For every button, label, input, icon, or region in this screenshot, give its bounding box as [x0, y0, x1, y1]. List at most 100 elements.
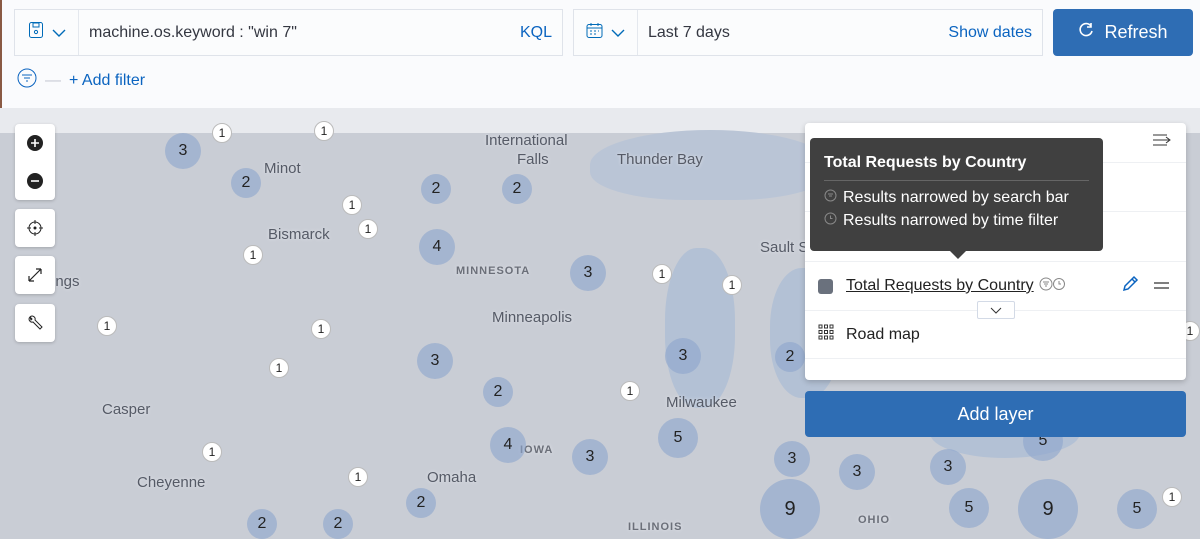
cluster-marker[interactable]: 1	[202, 442, 222, 462]
layer-name[interactable]: Road map	[846, 325, 920, 343]
chevron-down-icon	[611, 24, 625, 42]
query-input[interactable]: machine.os.keyword : "win 7"	[89, 23, 297, 41]
cluster-marker[interactable]: 3	[165, 133, 201, 169]
cluster-marker[interactable]: 1	[314, 121, 334, 141]
cluster-marker[interactable]: 4	[490, 427, 526, 463]
cluster-marker[interactable]: 1	[243, 245, 263, 265]
cluster-marker[interactable]: 1	[342, 195, 362, 215]
cluster-marker[interactable]: 5	[658, 418, 698, 458]
grid-icon	[818, 324, 834, 345]
tools-button[interactable]	[15, 304, 55, 342]
city-label: International	[485, 132, 568, 149]
refresh-icon	[1078, 22, 1094, 43]
city-label: ings	[52, 273, 80, 290]
cluster-marker[interactable]: 2	[323, 509, 353, 539]
add-layer-button[interactable]: Add layer	[805, 391, 1186, 437]
city-label: Cheyenne	[137, 474, 206, 491]
city-label: Milwaukee	[666, 394, 737, 411]
drag-handle-icon[interactable]	[1154, 277, 1170, 295]
date-range-text[interactable]: Last 7 days	[648, 23, 730, 41]
collapse-panel-icon[interactable]	[1152, 133, 1172, 152]
state-label: MINNESOTA	[456, 265, 531, 277]
layer-row[interactable]: Road map	[805, 311, 1186, 359]
cluster-marker[interactable]: 9	[760, 479, 820, 539]
layer-name[interactable]: Total Requests by Country	[846, 277, 1034, 294]
wrench-icon	[15, 304, 55, 342]
cluster-marker[interactable]: 1	[348, 467, 368, 487]
state-label: IOWA	[520, 444, 554, 456]
layer-row-hidden	[805, 212, 1186, 262]
cluster-marker[interactable]: 1	[97, 316, 117, 336]
cluster-marker[interactable]: 2	[421, 174, 451, 204]
city-label: Falls	[517, 151, 549, 168]
cluster-marker[interactable]: 3	[930, 449, 966, 485]
cluster-marker[interactable]: 3	[417, 343, 453, 379]
city-label: Omaha	[427, 469, 477, 486]
city-label: Minot	[264, 160, 301, 177]
zoom-in-button[interactable]	[15, 124, 55, 162]
cluster-marker[interactable]: 1	[652, 264, 672, 284]
expand-layer-details-button[interactable]	[977, 301, 1015, 319]
fullscreen-button[interactable]	[15, 256, 55, 294]
cluster-marker[interactable]: 5	[949, 488, 989, 528]
query-language-button[interactable]: KQL	[519, 23, 552, 41]
query-bar: machine.os.keyword : "win 7" KQL	[14, 9, 563, 56]
cluster-marker[interactable]: 3	[774, 441, 810, 477]
saved-query-button[interactable]	[15, 10, 79, 55]
filter-icon[interactable]	[17, 68, 37, 93]
query-bar-area: machine.os.keyword : "win 7" KQL Last 7 …	[0, 0, 1200, 108]
cluster-marker[interactable]: 1	[269, 358, 289, 378]
refresh-button[interactable]: Refresh	[1053, 9, 1193, 56]
layer-tooltip: Total Requests by Country Results narrow…	[810, 138, 1103, 259]
cluster-marker[interactable]: 4	[419, 229, 455, 265]
clock-icon	[824, 212, 837, 230]
zoom-out-button[interactable]	[15, 162, 55, 200]
tooltip-line: Results narrowed by search bar	[824, 189, 1089, 207]
lake-michigan	[665, 248, 735, 408]
refresh-label: Refresh	[1104, 22, 1168, 42]
layer-color-swatch	[818, 278, 833, 294]
cluster-marker[interactable]: 2	[775, 342, 805, 372]
cluster-marker[interactable]: 1	[722, 275, 742, 295]
cluster-marker[interactable]: 1	[212, 123, 232, 143]
state-label: OHIO	[858, 514, 891, 526]
city-label: Bismarck	[268, 226, 330, 243]
cluster-marker[interactable]: 2	[231, 168, 261, 198]
cluster-marker[interactable]: 3	[572, 439, 608, 475]
filter-icon	[1039, 277, 1067, 296]
expand-icon	[15, 256, 55, 294]
crosshair-icon	[15, 209, 55, 247]
lake-superior	[590, 130, 830, 200]
show-dates-button[interactable]: Show dates	[948, 23, 1032, 41]
save-icon	[28, 21, 44, 44]
filter-bar: — + Add filter	[17, 68, 145, 93]
cluster-marker[interactable]: 1	[1162, 487, 1182, 507]
cluster-marker[interactable]: 5	[1117, 489, 1157, 529]
city-label: Casper	[102, 401, 151, 418]
cluster-marker[interactable]: 1	[311, 319, 331, 339]
city-label: Thunder Bay	[617, 151, 703, 168]
cluster-marker[interactable]: 1	[358, 219, 378, 239]
cluster-marker[interactable]: 2	[406, 488, 436, 518]
chevron-down-icon	[52, 24, 66, 42]
layer-row[interactable]: Total Requests by Country	[805, 262, 1186, 319]
city-label: Sault S	[760, 239, 809, 256]
cluster-marker[interactable]: 3	[839, 454, 875, 490]
cluster-marker[interactable]: 2	[483, 377, 513, 407]
tooltip-title: Total Requests by Country	[824, 154, 1089, 181]
edit-layer-button[interactable]	[1121, 275, 1139, 298]
cluster-marker[interactable]: 9	[1018, 479, 1078, 539]
cluster-marker[interactable]: 2	[247, 509, 277, 539]
zoom-controls	[15, 124, 55, 200]
cluster-marker[interactable]: 3	[665, 338, 701, 374]
cluster-marker[interactable]: 1	[620, 381, 640, 401]
calendar-icon	[586, 22, 603, 44]
state-label: ILLINOIS	[628, 521, 683, 533]
set-view-button[interactable]	[15, 209, 55, 247]
quick-date-button[interactable]	[574, 10, 638, 55]
add-filter-button[interactable]: + Add filter	[69, 71, 146, 89]
cluster-marker[interactable]: 3	[570, 255, 606, 291]
filter-icon	[824, 189, 837, 207]
cluster-marker[interactable]: 2	[502, 174, 532, 204]
tooltip-line: Results narrowed by time filter	[824, 212, 1089, 230]
